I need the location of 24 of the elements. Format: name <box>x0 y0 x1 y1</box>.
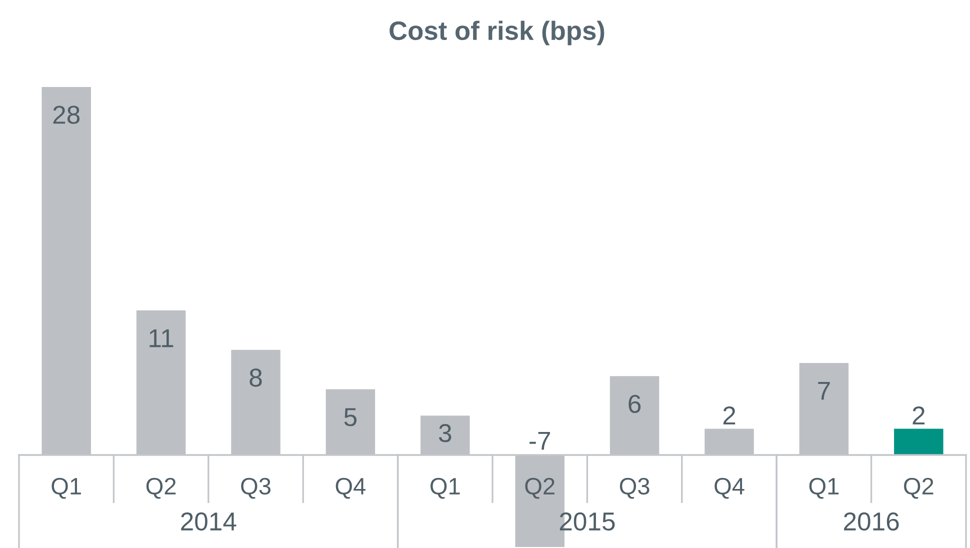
x-axis-title: 2016 <box>844 512 899 531</box>
data-label: 7 <box>818 382 830 400</box>
text: Cost of risk (bps) <box>390 20 604 46</box>
x-tick-label: Q2 <box>525 478 554 499</box>
data-label: 3 <box>438 424 452 442</box>
x-axis-title: 2014 <box>181 512 236 531</box>
data-label: 2 <box>723 406 736 424</box>
x-tick-label: Q3 <box>620 478 650 499</box>
x-axis-title: 2015 <box>560 512 615 531</box>
data-label: 6 <box>628 394 641 414</box>
x-tick-label: Q1 <box>809 478 839 499</box>
data-label: 2 <box>912 406 925 424</box>
data-label: 28 <box>53 106 80 124</box>
data-label: 11 <box>150 329 174 348</box>
data-label: -7 <box>530 432 550 450</box>
x-tick-label: Q2 <box>904 478 934 499</box>
x-tick-label: Q1 <box>430 478 460 499</box>
x-tick-label: Q4 <box>714 478 744 499</box>
x-tick-label: Q2 <box>146 478 176 499</box>
data-label: 5 <box>344 408 357 426</box>
data-label: 8 <box>250 368 262 387</box>
x-tick-label: Q1 <box>52 478 81 499</box>
x-tick-label: Q3 <box>241 478 270 499</box>
x-tick-label: Q4 <box>336 478 366 499</box>
